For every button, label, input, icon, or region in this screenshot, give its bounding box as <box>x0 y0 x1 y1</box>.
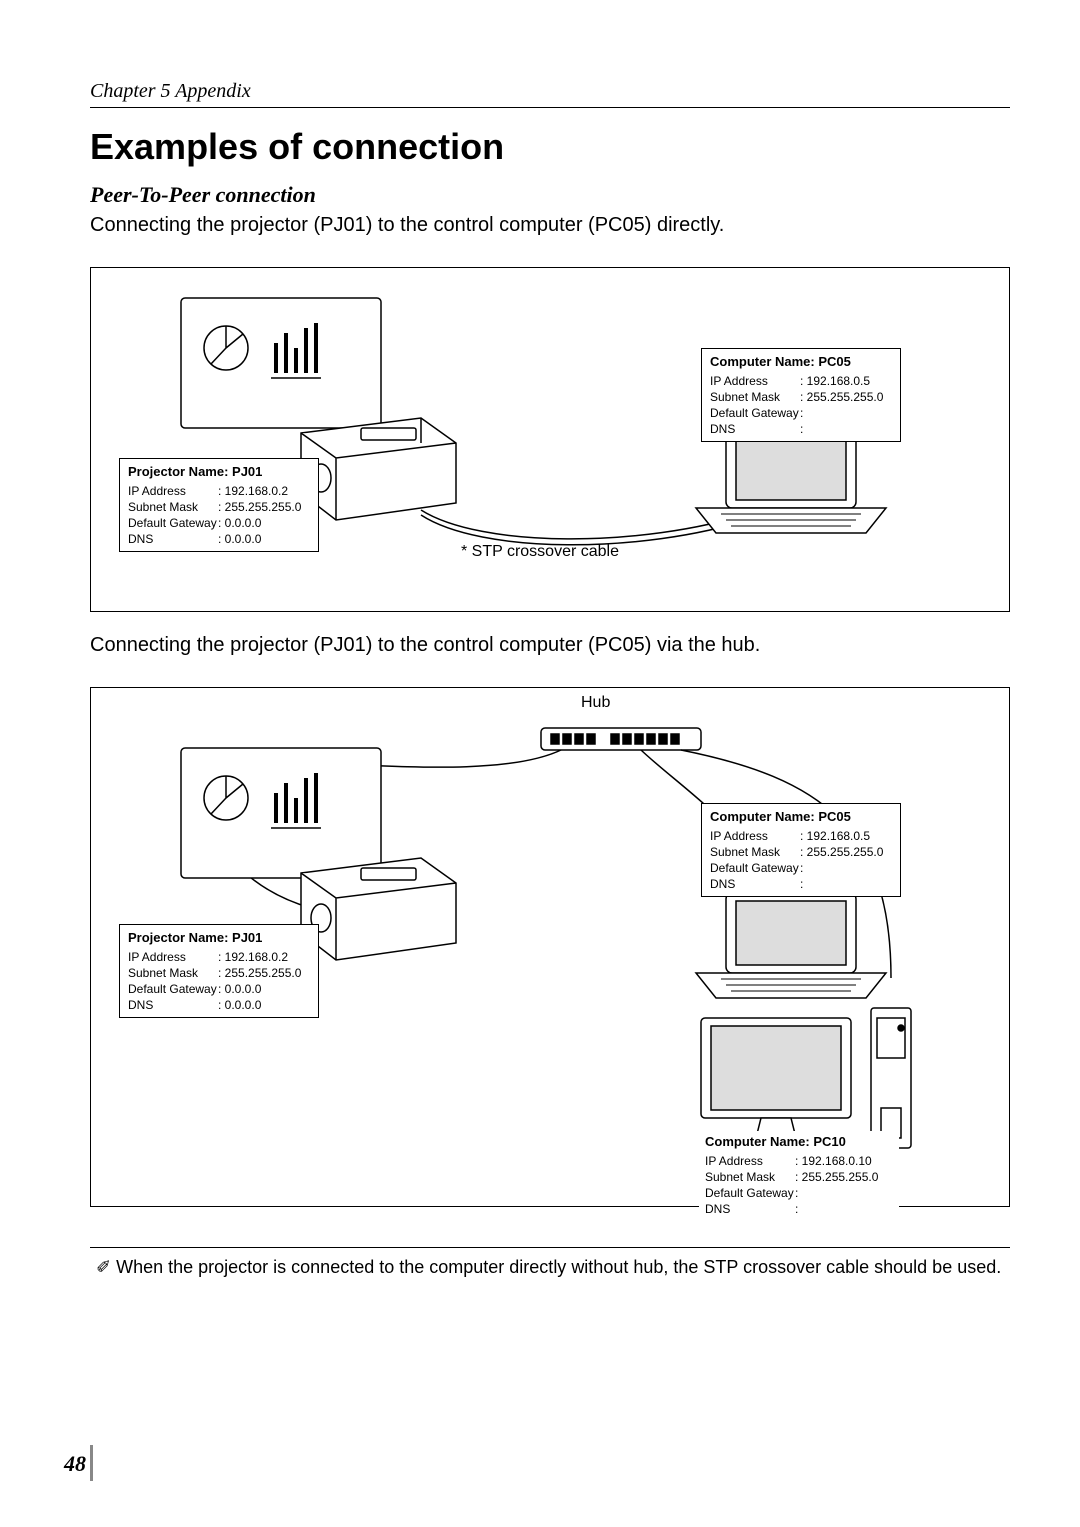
row-key: Default Gateway <box>128 981 218 997</box>
row-key: DNS <box>710 421 800 437</box>
row-val: : <box>800 421 803 437</box>
row-key: Default Gateway <box>710 405 800 421</box>
row-key: Default Gateway <box>705 1185 795 1201</box>
row-key: DNS <box>128 997 218 1013</box>
row-key: IP Address <box>705 1153 795 1169</box>
row-val: : 192.168.0.5 <box>800 373 870 389</box>
row-val: : 255.255.255.0 <box>795 1169 878 1185</box>
paragraph-1: Connecting the projector (PJ01) to the c… <box>90 214 1010 237</box>
row-val: : 0.0.0.0 <box>218 515 261 531</box>
computer1-info-box: Computer Name: PC05 IP Address: 192.168.… <box>701 803 901 897</box>
row-val: : 0.0.0.0 <box>218 981 261 997</box>
row-val: : 255.255.255.0 <box>800 389 883 405</box>
chapter-header: Chapter 5 Appendix <box>90 80 1010 108</box>
row-key: DNS <box>705 1201 795 1217</box>
row-key: Subnet Mask <box>128 499 218 515</box>
row-key: DNS <box>128 531 218 547</box>
page-number-bar <box>90 1445 93 1481</box>
computer-name-label: Computer Name: PC05 <box>710 353 892 371</box>
row-key: Subnet Mask <box>710 844 800 860</box>
row-val: : 192.168.0.2 <box>218 483 288 499</box>
diagram-hub-connection: Hub <box>90 687 1010 1207</box>
computer2-info-box: Computer Name: PC10 IP Address: 192.168.… <box>699 1131 899 1219</box>
row-key: DNS <box>710 876 800 892</box>
row-val: : <box>800 405 803 421</box>
row-val: : 0.0.0.0 <box>218 997 261 1013</box>
row-val: : <box>800 876 803 892</box>
footnote-separator <box>90 1247 1010 1248</box>
page-title: Examples of connection <box>90 126 1010 168</box>
subsection-title: Peer-To-Peer connection <box>90 182 1010 208</box>
row-key: Default Gateway <box>710 860 800 876</box>
projector-name-label: Projector Name: PJ01 <box>128 929 310 947</box>
page-number: 48 <box>64 1451 86 1477</box>
row-val: : <box>795 1201 798 1217</box>
row-val: : 255.255.255.0 <box>218 499 301 515</box>
projector-name-label: Projector Name: PJ01 <box>128 463 310 481</box>
row-key: IP Address <box>128 483 218 499</box>
row-key: Subnet Mask <box>705 1169 795 1185</box>
row-val: : <box>795 1185 798 1201</box>
computer-name-label: Computer Name: PC10 <box>705 1133 893 1151</box>
paragraph-2: Connecting the projector (PJ01) to the c… <box>90 634 1010 657</box>
row-key: Subnet Mask <box>128 965 218 981</box>
row-key: IP Address <box>710 828 800 844</box>
row-val: : 192.168.0.5 <box>800 828 870 844</box>
computer-name-label: Computer Name: PC05 <box>710 808 892 826</box>
row-val: : 192.168.0.2 <box>218 949 288 965</box>
row-val: : 255.255.255.0 <box>800 844 883 860</box>
footnote-text: ✐ When the projector is connected to the… <box>90 1256 1010 1279</box>
row-val: : <box>800 860 803 876</box>
row-key: IP Address <box>710 373 800 389</box>
projector-info-box: Projector Name: PJ01 IP Address: 192.168… <box>119 458 319 552</box>
diagram-direct-connection: Projector Name: PJ01 IP Address: 192.168… <box>90 267 1010 612</box>
cable-note: * STP crossover cable <box>461 543 619 561</box>
row-val: : 192.168.0.10 <box>795 1153 872 1169</box>
row-key: IP Address <box>128 949 218 965</box>
hub-label: Hub <box>581 694 610 712</box>
row-key: Subnet Mask <box>710 389 800 405</box>
row-val: : 255.255.255.0 <box>218 965 301 981</box>
projector-info-box-2: Projector Name: PJ01 IP Address: 192.168… <box>119 924 319 1018</box>
row-val: : 0.0.0.0 <box>218 531 261 547</box>
row-key: Default Gateway <box>128 515 218 531</box>
computer-info-box: Computer Name: PC05 IP Address: 192.168.… <box>701 348 901 442</box>
